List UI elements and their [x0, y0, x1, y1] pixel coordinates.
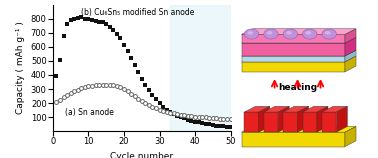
Polygon shape: [317, 106, 328, 132]
Polygon shape: [242, 56, 356, 62]
Text: (a) Sn anode: (a) Sn anode: [65, 108, 114, 117]
Text: (b) Cu₆Sn₅ modified Sn anode: (b) Cu₆Sn₅ modified Sn anode: [81, 8, 195, 17]
Ellipse shape: [302, 29, 317, 39]
Polygon shape: [345, 50, 356, 62]
Polygon shape: [242, 43, 345, 56]
Polygon shape: [345, 29, 356, 43]
Polygon shape: [264, 106, 289, 112]
Polygon shape: [259, 106, 270, 132]
Y-axis label: Capacity ( mAh g⁻¹ ): Capacity ( mAh g⁻¹ ): [16, 21, 25, 114]
X-axis label: Cycle number: Cycle number: [110, 152, 173, 158]
Ellipse shape: [245, 29, 259, 39]
Polygon shape: [245, 112, 259, 132]
Ellipse shape: [264, 29, 278, 39]
Ellipse shape: [286, 31, 292, 35]
Ellipse shape: [283, 29, 297, 39]
Polygon shape: [242, 56, 345, 62]
Polygon shape: [345, 37, 356, 56]
Ellipse shape: [325, 31, 331, 35]
Polygon shape: [322, 112, 336, 132]
Polygon shape: [242, 62, 345, 72]
Bar: [170, 5, 231, 131]
Polygon shape: [242, 132, 345, 146]
Polygon shape: [345, 56, 356, 72]
Polygon shape: [242, 126, 356, 132]
Polygon shape: [245, 106, 270, 112]
Polygon shape: [242, 29, 356, 34]
Polygon shape: [242, 50, 356, 56]
Ellipse shape: [247, 31, 253, 35]
Polygon shape: [297, 106, 308, 132]
Polygon shape: [283, 112, 297, 132]
Ellipse shape: [322, 29, 336, 39]
Polygon shape: [302, 112, 317, 132]
Polygon shape: [283, 106, 308, 112]
Polygon shape: [242, 37, 356, 43]
Polygon shape: [242, 34, 345, 43]
Polygon shape: [322, 106, 347, 112]
Polygon shape: [345, 126, 356, 146]
Polygon shape: [278, 106, 289, 132]
Text: heating: heating: [278, 83, 317, 92]
Polygon shape: [302, 106, 328, 112]
Polygon shape: [336, 106, 347, 132]
Polygon shape: [264, 112, 278, 132]
Ellipse shape: [305, 31, 311, 35]
Ellipse shape: [266, 31, 273, 35]
